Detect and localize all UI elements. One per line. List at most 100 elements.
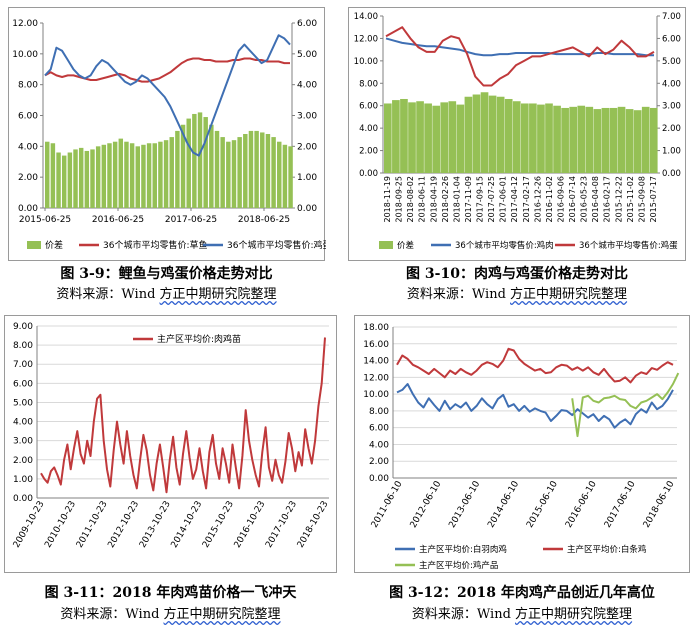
bar-price-spread [408, 102, 416, 173]
bar-price-spread [537, 104, 545, 173]
bar-price-spread [146, 143, 152, 208]
bar-price-spread [625, 109, 634, 173]
legend-grass-carp: 36个城市平均零售价:草鱼 [103, 239, 208, 251]
y-tick-label: 14.00 [363, 357, 389, 367]
y-tick-label: 10.00 [12, 50, 38, 60]
figure-caption-3-9: 图 3-9：鲤鱼与鸡蛋价格走势对比 [60, 266, 273, 282]
x-tick-label: 2018-06-11 [418, 176, 427, 223]
bar-price-spread [214, 130, 220, 208]
y-tick-label: 12.00 [354, 34, 378, 44]
chart-chick-price: 0.00 1.00 2.00 3.00 4.00 5.00 6.00 7.00 8.00 9.00… [12, 322, 331, 550]
x-tick-label: 2017-07-25 [487, 176, 496, 223]
bar-price-spread [617, 106, 626, 173]
y2-tick-label: 0.00 [297, 204, 317, 214]
bar-price-spread [141, 144, 146, 208]
bar-price-spread [601, 107, 610, 173]
x-tick-label: 2015-10-23 [201, 500, 236, 550]
bar-price-spread [78, 147, 84, 208]
x-tick-label: 2013-10-23 [138, 500, 173, 550]
bar-price-spread [180, 124, 186, 208]
x-tick-label: 2015-06-25 [19, 215, 71, 225]
x-tick-label: 2016-06-25 [92, 215, 144, 225]
bar-price-spread [464, 96, 473, 173]
legend-egg: 36个城市平均零售价:鸡蛋 [227, 239, 326, 251]
x-tick-label: 2015-07-17 [649, 176, 658, 223]
x-tick-label: 2014-06-10 [486, 479, 521, 530]
bar-price-spread [271, 137, 276, 208]
legend-spread-swatch [379, 241, 393, 249]
chart-carp-vs-egg: 0.00 2.00 4.00 6.00 8.00 10.00 12.00 0.00 1.00 2.… [12, 19, 326, 251]
figure-caption-3-12: 图 3-12：2018 年肉鸡产品创近几年高位 [389, 585, 655, 601]
x-tick-label: 2015-11-02 [626, 176, 635, 223]
line-egg [44, 34, 291, 157]
bar-price-spread [90, 149, 95, 208]
bar-price-spread [521, 103, 529, 173]
y2-tick-label: 0.00 [662, 169, 681, 179]
line-grass-carp [44, 57, 290, 83]
bar-price-spread [135, 146, 141, 208]
legend-spread: 价差 [397, 240, 414, 251]
bar-price-spread [220, 137, 225, 208]
line-chicken [385, 37, 654, 57]
x-tick-label: 2018-11-19 [383, 176, 392, 223]
legend-spread-swatch [27, 241, 41, 249]
bar-price-spread [61, 155, 67, 208]
bar-price-spread [282, 144, 288, 208]
bar-price-spread [277, 141, 282, 208]
y-tick-label: 10.00 [354, 57, 378, 67]
bar-price-spread [641, 106, 650, 173]
y-tick-label: 8.00 [369, 407, 389, 417]
legend-egg: 36个城市平均零售价:鸡蛋 [579, 240, 678, 251]
bar-price-spread [175, 130, 180, 208]
bar-price-spread [400, 98, 408, 173]
y2-tick-label: 6.00 [662, 34, 681, 44]
x-tick-label: 2015-06-10 [525, 479, 560, 530]
x-tick-label: 2016-06-10 [564, 479, 599, 530]
x-tick-label: 2015-09-08 [637, 176, 646, 223]
bar-price-spread [448, 101, 457, 173]
bar-price-spread [633, 110, 642, 173]
figure-source-3-10: 资料来源：Wind 方正中期研究院整理 [348, 283, 686, 302]
y-tick-label: 4.00 [13, 418, 33, 428]
y-tick-label: 6.00 [359, 102, 378, 112]
line-chicken-products [571, 372, 680, 438]
bar-price-spread [209, 124, 214, 208]
legend-chicken-products: 主产区平均价:鸡产品 [419, 560, 498, 571]
figure-source-3-9: 资料来源：Wind 方正中期研究院整理 [8, 283, 325, 302]
y2-tick-label: 5.00 [662, 57, 681, 67]
y-tick-label: 4.00 [359, 124, 378, 134]
source-org: 方正中期研究院整理 [159, 287, 277, 302]
bar-price-spread [231, 140, 237, 208]
y2-tick-label: 4.00 [297, 81, 317, 91]
bar-price-spread [56, 152, 61, 208]
bar-price-spread [456, 104, 465, 173]
bar-price-spread [192, 113, 197, 208]
x-tick-label: 2012-10-23 [106, 500, 141, 550]
bar-price-spread [129, 143, 135, 208]
x-tick-label: 2013-06-10 [447, 479, 482, 530]
y2-tick-label: 2.00 [662, 124, 681, 134]
source-label: 资料来源：Wind [60, 607, 164, 622]
x-tick-label: 2018-02-26 [441, 176, 450, 223]
y2-tick-label: 1.00 [297, 173, 317, 183]
bar-price-spread [472, 94, 481, 173]
bar-price-spread [545, 103, 553, 173]
bar-price-spread [593, 109, 602, 173]
figure-caption-3-11: 图 3-11：2018 年肉鸡苗价格一飞冲天 [44, 585, 297, 601]
y-tick-label: 3.00 [13, 437, 33, 447]
x-tick-label: 2018-10-23 [296, 500, 331, 550]
chart-panel-chicken-products: 0.00 2.00 4.00 6.00 8.00 10.00 12.00 14.00 16.00… [354, 315, 690, 573]
legend-white-strip-chicken: 主产区平均价:白条鸡 [567, 544, 646, 555]
x-tick-label: 2017-02-17 [522, 176, 531, 223]
bar-price-spread [496, 96, 505, 173]
x-tick-label: 2017-06-01 [499, 176, 508, 223]
bar-price-spread [577, 105, 586, 173]
bar-price-spread [203, 117, 208, 208]
x-tick-label: 2018-06-10 [642, 479, 677, 530]
bar-price-spread [50, 143, 56, 208]
bar-price-spread [112, 141, 118, 208]
y2-tick-label: 3.00 [297, 112, 317, 122]
y2-tick-label: 7.00 [662, 12, 681, 22]
bar-price-spread [158, 141, 163, 208]
bar-price-spread [45, 141, 50, 208]
